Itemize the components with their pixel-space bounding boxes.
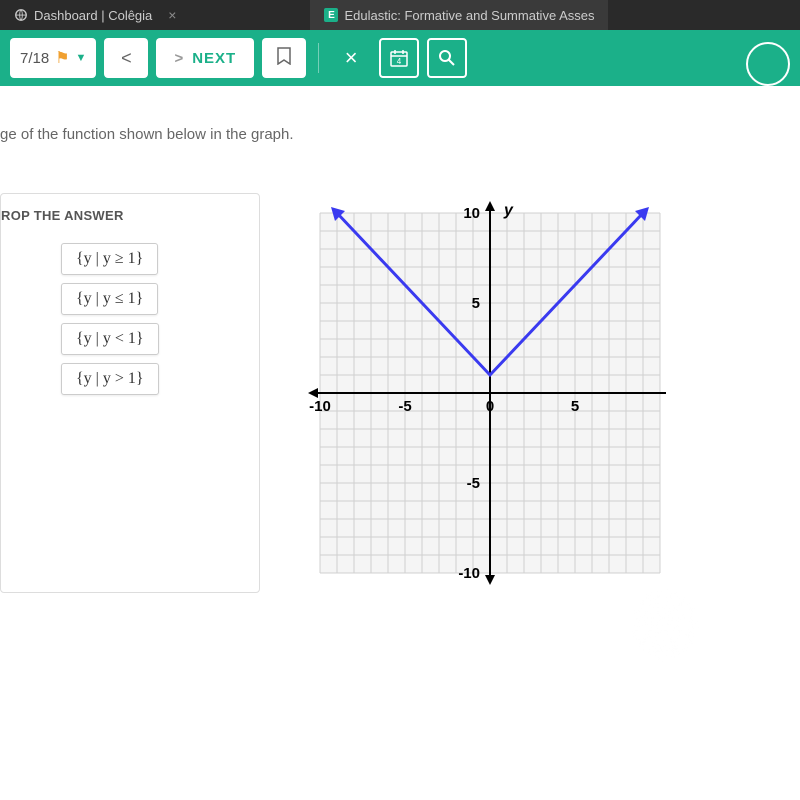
tab-edulastic[interactable]: E Edulastic: Formative and Summative Ass…: [310, 0, 608, 30]
progress-text: 7/18: [20, 50, 49, 67]
panel-title: ROP THE ANSWER: [1, 208, 239, 223]
close-tool-button[interactable]: ×: [331, 38, 371, 78]
flag-icon[interactable]: ⚑: [55, 48, 69, 68]
glow-cursor: [630, 590, 700, 660]
main-area: ROP THE ANSWER {y | y ≥ 1} {y | y ≤ 1} {…: [0, 173, 800, 593]
calendar-button[interactable]: 4: [379, 38, 419, 78]
svg-text:-10: -10: [458, 565, 480, 582]
separator: [318, 43, 319, 73]
svg-text:0: 0: [486, 398, 494, 415]
tab-label: Dashboard | Colêgia: [34, 8, 152, 23]
browser-tab-strip: Dashboard | Colêgia × E Edulastic: Forma…: [0, 0, 800, 30]
progress-indicator[interactable]: 7/18 ⚑ ▼: [10, 38, 96, 78]
svg-text:5: 5: [472, 295, 480, 312]
svg-text:10: 10: [463, 205, 480, 222]
content-area: ge of the function shown below in the gr…: [0, 86, 800, 800]
graph: -10 -5 0 5 10 5 -5 -10 y: [300, 193, 680, 593]
answer-option[interactable]: {y | y < 1}: [61, 323, 159, 355]
app-icon: E: [324, 8, 338, 22]
prev-button[interactable]: <: [104, 38, 148, 78]
profile-circle[interactable]: [746, 42, 790, 86]
next-button[interactable]: > NEXT: [156, 38, 254, 78]
svg-text:y: y: [503, 202, 514, 219]
tab-dashboard[interactable]: Dashboard | Colêgia ×: [0, 0, 190, 30]
toolbar: 7/18 ⚑ ▼ < > NEXT × 4: [0, 30, 800, 86]
globe-icon: [14, 8, 28, 22]
svg-text:-10: -10: [309, 398, 331, 415]
svg-text:-5: -5: [398, 398, 411, 415]
chevron-down-icon[interactable]: ▼: [76, 52, 87, 64]
search-button[interactable]: [427, 38, 467, 78]
answer-option[interactable]: {y | y ≤ 1}: [61, 283, 158, 315]
svg-text:5: 5: [571, 398, 579, 415]
svg-text:-5: -5: [467, 475, 480, 492]
svg-text:4: 4: [397, 57, 402, 66]
answer-list: {y | y ≥ 1} {y | y ≤ 1} {y | y < 1} {y |…: [1, 243, 239, 395]
next-label: NEXT: [192, 50, 236, 67]
bookmark-button[interactable]: [262, 38, 306, 78]
close-icon[interactable]: ×: [168, 7, 176, 23]
answer-panel: ROP THE ANSWER {y | y ≥ 1} {y | y ≤ 1} {…: [0, 193, 260, 593]
answer-option[interactable]: {y | y > 1}: [61, 363, 159, 395]
tab-label: Edulastic: Formative and Summative Asses: [344, 8, 594, 23]
answer-option[interactable]: {y | y ≥ 1}: [61, 243, 158, 275]
next-arrow: >: [174, 50, 184, 67]
question-text: ge of the function shown below in the gr…: [0, 126, 800, 173]
